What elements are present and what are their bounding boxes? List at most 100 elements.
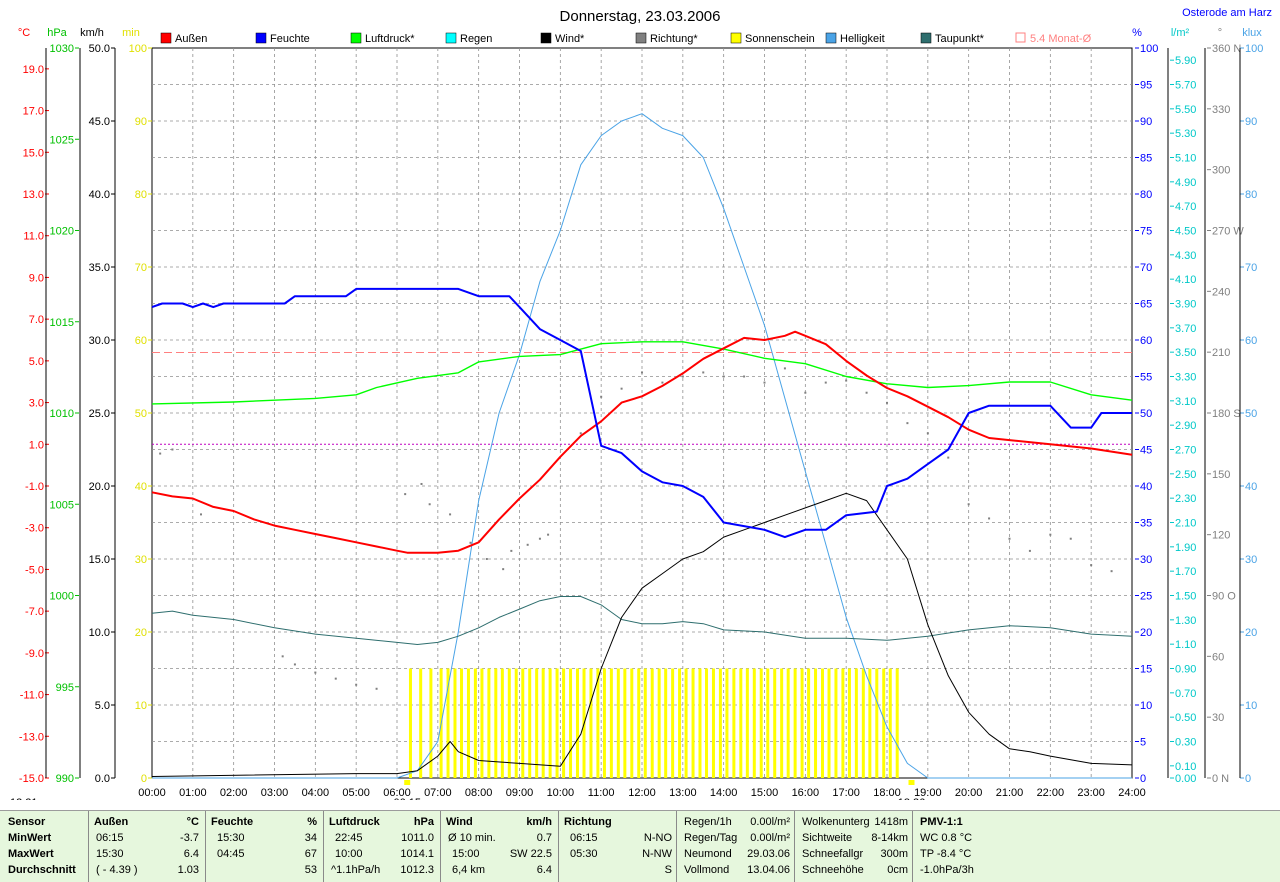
tick-direction-12: 0 N bbox=[1212, 773, 1229, 785]
axis-unit-wind: km/h bbox=[80, 27, 104, 39]
x-tick-17: 17:00 bbox=[832, 787, 860, 799]
wind-avg10-val: 0.7 bbox=[536, 832, 552, 844]
col-regen: Regen/1h 0.00l/m² Regen/Tag 0.00l/m² Neu… bbox=[676, 811, 795, 882]
tick-wind-9: 5.0 bbox=[95, 700, 110, 712]
x-tick-7: 07:00 bbox=[424, 787, 452, 799]
aussen-max-time: 15:30 bbox=[96, 848, 124, 860]
tick-rain-25: 0.90 bbox=[1175, 664, 1196, 676]
row-label-avg: Durchschnitt bbox=[8, 864, 76, 876]
tick-direction-7: 150 bbox=[1212, 469, 1230, 481]
direction-point-8 bbox=[375, 687, 378, 690]
sunshine-bar-19 bbox=[548, 668, 552, 778]
direction-point-20 bbox=[579, 432, 582, 435]
legend-label-6: Sonnenschein bbox=[745, 33, 815, 45]
col-aussen: Außen °C 06:15 -3.7 15:30 6.4 ( - 4.39 )… bbox=[88, 811, 206, 882]
tick-rain-11: 3.70 bbox=[1175, 323, 1196, 335]
direction-point-39 bbox=[967, 503, 970, 506]
sunshine-bar-13 bbox=[507, 668, 511, 778]
sunshine-bar-33 bbox=[643, 668, 647, 778]
sunshine-bar-64 bbox=[854, 668, 858, 778]
regen-1h-val: 0.00l/m² bbox=[750, 816, 790, 828]
sunshine-bar-38 bbox=[678, 668, 682, 778]
weather-chart: Donnerstag, 23.03.2006 Osterode am Harz … bbox=[10, 7, 1272, 800]
direction-point-14 bbox=[485, 558, 488, 560]
direction-point-7 bbox=[355, 683, 358, 686]
feuchte-header: Feuchte bbox=[211, 816, 254, 828]
tick-humidity-9: 55 bbox=[1140, 372, 1152, 384]
legend-swatch-9 bbox=[1015, 32, 1026, 43]
x-tick-24: 24:00 bbox=[1118, 787, 1146, 799]
tick-humidity-19: 5 bbox=[1140, 737, 1146, 749]
aussen-min-time: 06:15 bbox=[96, 832, 124, 844]
direction-point-3 bbox=[281, 655, 284, 658]
legend-swatch-3 bbox=[445, 32, 457, 44]
tick-brightness-1: 90 bbox=[1245, 116, 1257, 128]
tick-humidity-13: 35 bbox=[1140, 518, 1152, 530]
aussen-min-val: -3.7 bbox=[180, 832, 199, 844]
schneehoehe-label: Schneehöhe bbox=[802, 864, 864, 876]
row-label-min: MinWert bbox=[8, 832, 52, 844]
direction-point-22 bbox=[620, 387, 623, 390]
x-tick-5: 05:00 bbox=[342, 787, 370, 799]
tick-sunshine-3: 70 bbox=[135, 262, 147, 274]
tick-temp-1: 17.0 bbox=[23, 106, 44, 118]
sunshine-bar-50 bbox=[759, 668, 763, 778]
tick-rain-23: 1.30 bbox=[1175, 615, 1196, 627]
sunset-label: 18:36 bbox=[898, 797, 926, 800]
axis-unit-pressure: hPa bbox=[47, 27, 67, 39]
col-wolken: Wolkenunterg 1418m Sichtweite 8-14km Sch… bbox=[794, 811, 913, 882]
direction-point-12 bbox=[449, 513, 452, 516]
aussen-avg-note: ( - 4.39 ) bbox=[96, 864, 138, 876]
tick-brightness-6: 40 bbox=[1245, 481, 1257, 493]
luftdruck-header: Luftdruck bbox=[329, 816, 380, 828]
tick-rain-21: 1.70 bbox=[1175, 566, 1196, 578]
col-luftdruck: Luftdruck hPa 22:45 1011.0 10:00 1014.1 … bbox=[323, 811, 441, 882]
tick-pressure-4: 1010 bbox=[50, 408, 74, 420]
pmv-trend: -1.0hPa/3h bbox=[920, 864, 974, 876]
sunshine-bar-48 bbox=[745, 668, 749, 778]
direction-point-21 bbox=[600, 395, 603, 398]
tick-brightness-5: 50 bbox=[1245, 408, 1257, 420]
aussen-avg-val: 1.03 bbox=[177, 864, 199, 876]
sunshine-bar-51 bbox=[766, 668, 770, 778]
tick-rain-14: 3.10 bbox=[1175, 396, 1196, 408]
tick-sunshine-2: 80 bbox=[135, 189, 147, 201]
luftdruck-max-time: 10:00 bbox=[335, 848, 363, 860]
sunshine-bar-28 bbox=[609, 668, 613, 778]
sunshine-bar-2 bbox=[429, 668, 433, 778]
x-tick-3: 03:00 bbox=[261, 787, 289, 799]
tick-brightness-9: 10 bbox=[1245, 700, 1257, 712]
direction-point-17 bbox=[526, 543, 529, 546]
axis-unit-labels: °C hPa km/h min% l/m² ° klux bbox=[18, 27, 1262, 39]
pmv-header: PMV-1:1 bbox=[920, 816, 963, 828]
sunshine-bar-22 bbox=[569, 668, 573, 778]
sunshine-bar-45 bbox=[725, 668, 729, 778]
x-tick-21: 21:00 bbox=[996, 787, 1024, 799]
tick-sunshine-7: 30 bbox=[135, 554, 147, 566]
axis-unit-humidity: % bbox=[1132, 27, 1142, 39]
tick-rain-7: 4.50 bbox=[1175, 226, 1196, 238]
sunshine-bar-15 bbox=[521, 668, 525, 778]
tick-brightness-3: 70 bbox=[1245, 262, 1257, 274]
sunshine-bar-17 bbox=[535, 668, 539, 778]
row-label-max: MaxWert bbox=[8, 848, 54, 860]
axis-unit-rain: l/m² bbox=[1171, 27, 1190, 39]
tick-wind-7: 15.0 bbox=[89, 554, 110, 566]
sunrise-label: 06:15 bbox=[393, 797, 421, 800]
tick-direction-8: 120 bbox=[1212, 530, 1230, 542]
tick-brightness-7: 30 bbox=[1245, 554, 1257, 566]
axis-unit-direction: ° bbox=[1218, 27, 1222, 39]
sunshine-bar-30 bbox=[623, 668, 627, 778]
row-label-sensor: Sensor bbox=[8, 816, 46, 828]
tick-humidity-7: 65 bbox=[1140, 299, 1152, 311]
x-tick-23: 23:00 bbox=[1077, 787, 1105, 799]
direction-point-42 bbox=[1028, 549, 1031, 552]
tick-sunshine-10: 0 bbox=[141, 773, 147, 785]
sunshine-bar-69 bbox=[888, 668, 892, 778]
direction-point-45 bbox=[1090, 564, 1093, 567]
sunshine-bar-0 bbox=[408, 668, 412, 778]
tick-temp-8: 3.0 bbox=[29, 398, 44, 410]
tick-pressure-1: 1025 bbox=[50, 134, 74, 146]
legend-label-3: Regen bbox=[460, 33, 492, 45]
tick-humidity-14: 30 bbox=[1140, 554, 1152, 566]
